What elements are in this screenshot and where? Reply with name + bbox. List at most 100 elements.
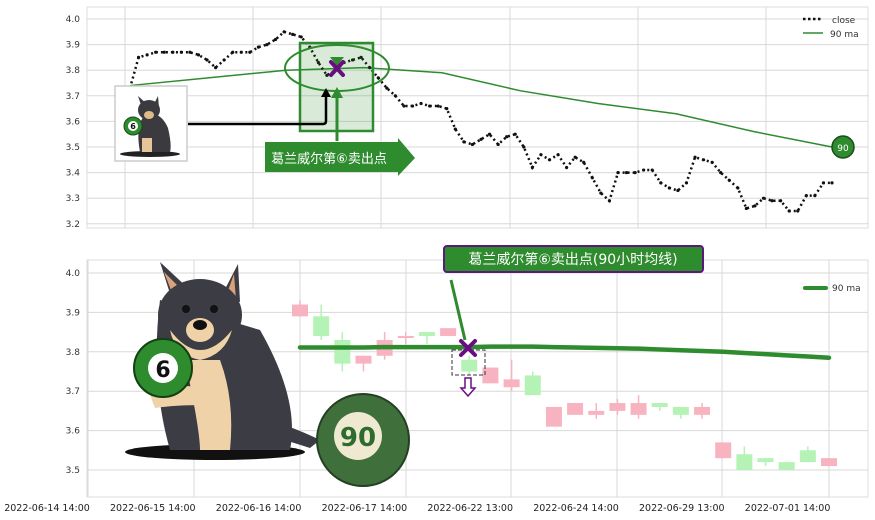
close-point bbox=[487, 132, 492, 136]
bottom-xtick-label: 2022-06-15 14:00 bbox=[110, 503, 196, 514]
bottom-ytick-label: 3.5 bbox=[66, 466, 80, 476]
bottom-xtick-label: 2022-06-29 13:00 bbox=[639, 503, 725, 514]
close-point bbox=[291, 32, 295, 36]
close-point bbox=[565, 165, 569, 170]
top-ytick-label: 3.4 bbox=[66, 169, 81, 179]
legend-close-label: close bbox=[832, 16, 856, 26]
close-point bbox=[368, 66, 372, 70]
sell-x-marker-icon bbox=[329, 60, 345, 77]
close-point bbox=[154, 50, 158, 54]
close-point bbox=[770, 199, 774, 203]
close-point bbox=[693, 155, 697, 159]
close-point bbox=[445, 107, 449, 111]
down-arrow-icon bbox=[459, 377, 477, 398]
sell-banner-label: 葛兰威尔第⑥卖出点 bbox=[271, 152, 387, 167]
close-point bbox=[350, 58, 355, 62]
candle-body bbox=[461, 359, 478, 372]
candle-body bbox=[799, 450, 816, 463]
close-point bbox=[539, 153, 543, 157]
candle-body bbox=[715, 442, 732, 459]
close-point bbox=[171, 50, 175, 54]
close-point bbox=[684, 181, 689, 185]
top-ytick-label: 3.6 bbox=[66, 117, 81, 127]
candle-body bbox=[609, 403, 626, 411]
close-point bbox=[779, 199, 783, 203]
candle-body bbox=[672, 406, 689, 415]
bottom-ytick-label: 3.8 bbox=[66, 348, 81, 358]
close-point bbox=[830, 181, 834, 185]
close-point bbox=[376, 76, 380, 80]
top-annotations: 葛兰威尔第⑥卖出点 90 6 bbox=[114, 41, 855, 176]
close-point bbox=[248, 50, 252, 54]
candle-body bbox=[545, 406, 562, 427]
candle-body bbox=[651, 403, 668, 407]
close-point bbox=[205, 58, 209, 62]
close-point bbox=[265, 43, 269, 47]
close-point bbox=[796, 209, 800, 213]
close-point bbox=[787, 209, 791, 213]
close-point bbox=[214, 66, 218, 70]
ma-end-badge bbox=[831, 135, 855, 159]
close-point bbox=[179, 50, 183, 54]
close-point bbox=[719, 171, 723, 175]
close-point bbox=[222, 58, 226, 62]
close-point bbox=[496, 142, 500, 147]
close-point bbox=[513, 132, 517, 136]
close-point bbox=[239, 50, 243, 54]
close-point bbox=[136, 55, 141, 60]
close-point bbox=[273, 37, 278, 42]
sell-label-text: 葛兰威尔第⑥卖出点(90小时均线) bbox=[468, 251, 677, 268]
close-point bbox=[573, 155, 577, 159]
close-point bbox=[736, 186, 740, 190]
close-point bbox=[470, 142, 475, 147]
candle-body bbox=[630, 403, 647, 415]
top-ytick-label: 3.2 bbox=[66, 220, 80, 230]
ball-90-label: 90 bbox=[340, 423, 376, 453]
close-point bbox=[530, 165, 534, 170]
candle-body bbox=[503, 379, 520, 388]
candle-body bbox=[313, 316, 330, 337]
close-point bbox=[556, 153, 560, 157]
close-point bbox=[522, 145, 526, 149]
legend-ma-label: 90 ma bbox=[830, 30, 859, 40]
top-chart: 3.2 3.3 3.4 3.5 3.6 3.7 3.8 3.9 4.0 bbox=[66, 6, 869, 230]
bottom-ytick-label: 3.9 bbox=[66, 308, 81, 318]
bottom-xtick-label: 2022-07-01 14:00 bbox=[745, 503, 831, 514]
close-point bbox=[419, 101, 423, 106]
bottom-legend: 90 ma bbox=[803, 284, 861, 294]
close-point bbox=[633, 171, 637, 175]
bottom-xtick-label: 2022-06-24 14:00 bbox=[533, 503, 619, 514]
bottom-xtick-label: 2022-06-14 14:00 bbox=[4, 503, 90, 514]
close-point bbox=[162, 50, 166, 54]
close-point bbox=[231, 50, 235, 54]
candle-body bbox=[440, 328, 457, 337]
candle-body bbox=[694, 406, 711, 415]
sell-label-box bbox=[443, 245, 704, 273]
candle-body bbox=[736, 454, 753, 470]
close-point bbox=[616, 171, 620, 175]
close-point bbox=[804, 194, 808, 198]
close-point bbox=[145, 53, 149, 57]
close-point bbox=[505, 135, 509, 139]
close-point bbox=[667, 186, 671, 190]
candle-body bbox=[418, 332, 435, 337]
bottom-ytick-label: 3.7 bbox=[66, 387, 80, 397]
signal-up-arrowhead bbox=[331, 87, 343, 98]
candle-body bbox=[482, 367, 499, 384]
close-point bbox=[402, 104, 406, 108]
top-ytick-label: 3.9 bbox=[66, 41, 81, 51]
legend-ma-label-bottom: 90 ma bbox=[832, 284, 861, 294]
dog-pointer-arrowhead bbox=[321, 88, 331, 97]
candle-body bbox=[292, 304, 308, 317]
close-point bbox=[761, 196, 766, 200]
close-point bbox=[547, 158, 552, 162]
close-point bbox=[624, 171, 629, 175]
top-ytick-label: 3.8 bbox=[66, 66, 81, 76]
ball-6-label: 6 bbox=[155, 358, 170, 383]
sell-triangle-icon bbox=[330, 57, 344, 66]
close-point bbox=[256, 45, 261, 49]
close-point bbox=[282, 30, 286, 34]
close-point bbox=[659, 181, 663, 185]
